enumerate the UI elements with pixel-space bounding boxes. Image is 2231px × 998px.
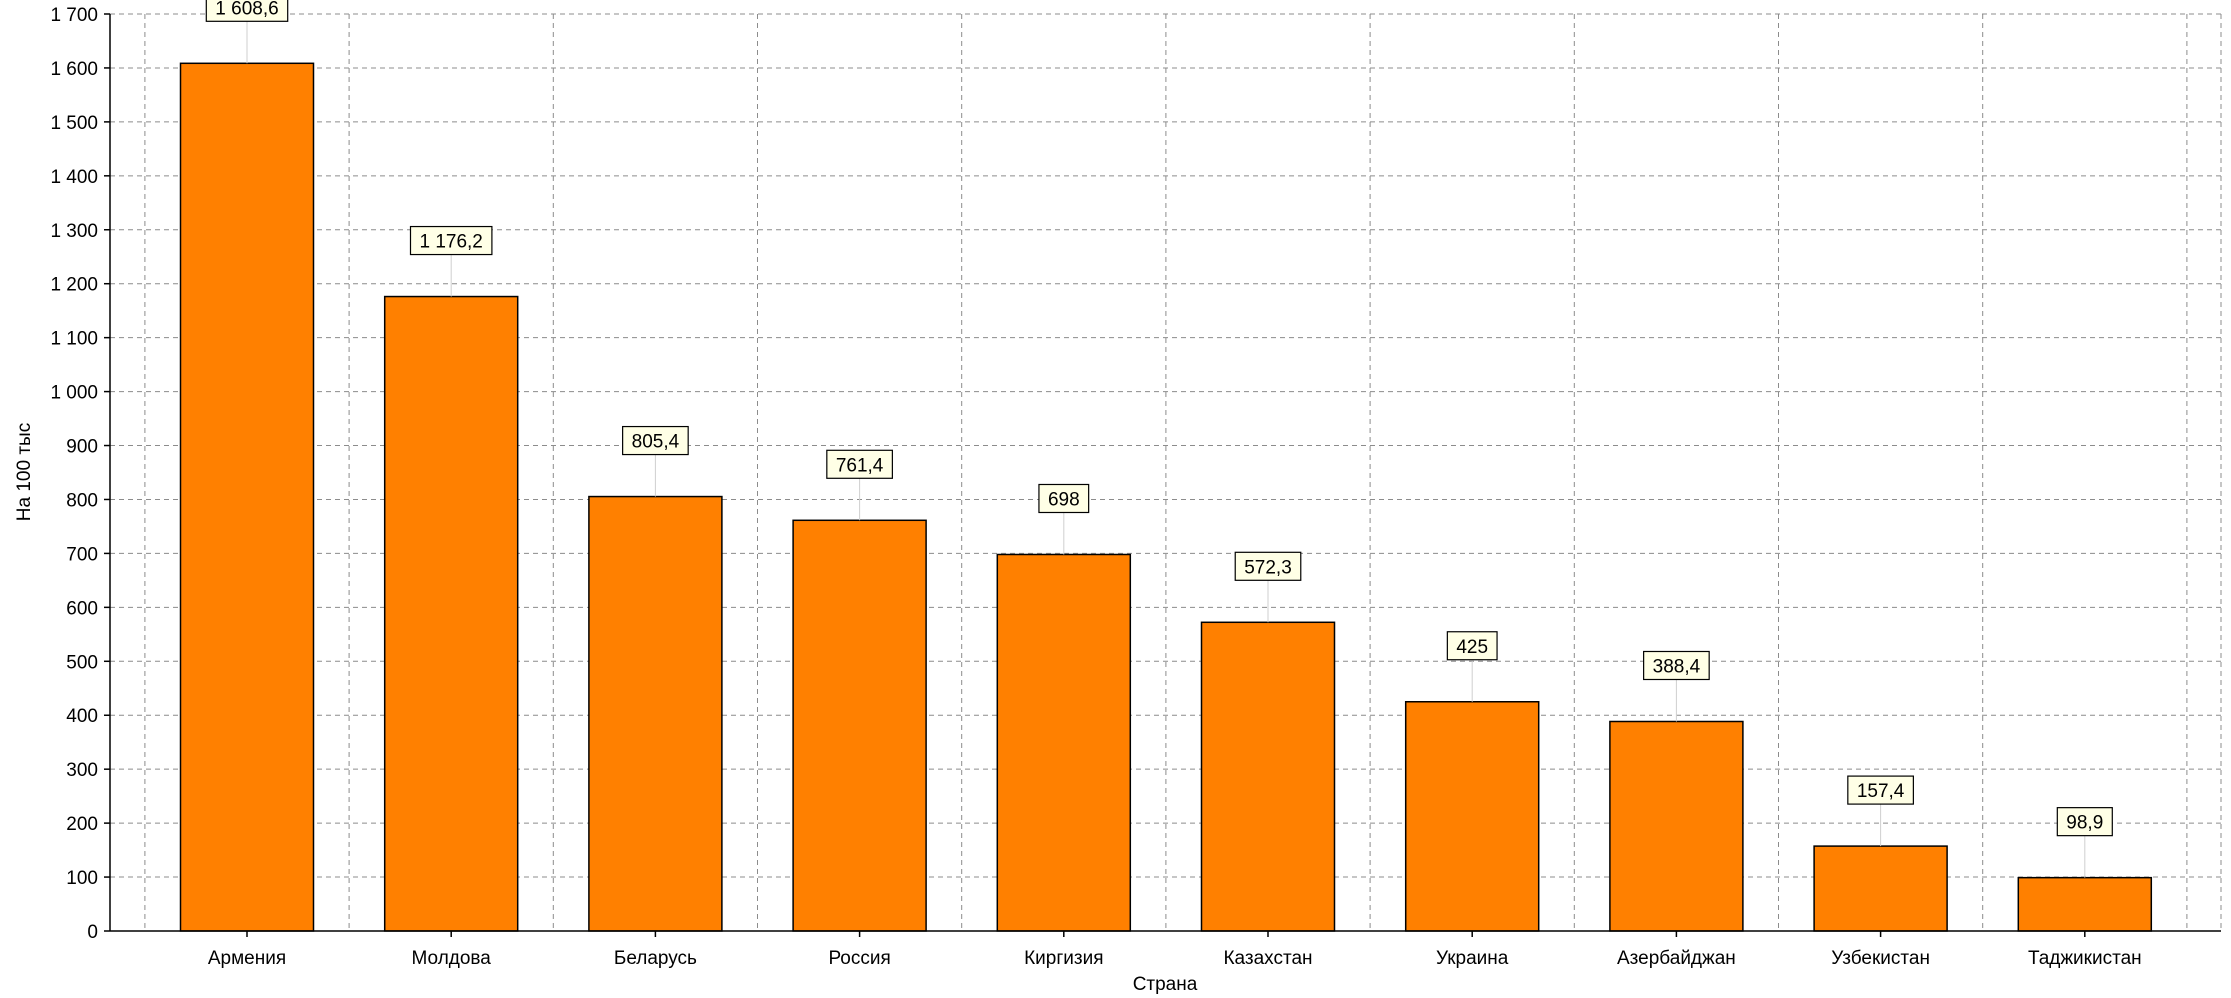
y-tick-label: 1 600	[50, 59, 98, 80]
y-tick-label: 1 700	[50, 5, 98, 26]
x-tick-label: Киргизия	[1024, 948, 1103, 969]
bar	[792, 519, 927, 932]
x-tick-label: Азербайджан	[1617, 948, 1736, 969]
data-label: 572,3	[1244, 557, 1292, 578]
y-axis-title: На 100 тыс	[14, 423, 35, 521]
x-tick-label: Армения	[208, 948, 286, 969]
y-tick-label: 600	[66, 598, 98, 619]
y-tick-label: 1 500	[50, 113, 98, 134]
x-axis-title: Страна	[1133, 974, 1198, 995]
bar	[179, 62, 315, 932]
x-tick-label: Россия	[828, 948, 890, 969]
x-tick-label: Узбекистан	[1831, 948, 1930, 969]
data-label-box	[1847, 775, 1914, 805]
data-label-box	[2056, 807, 2113, 837]
bar	[588, 495, 723, 932]
y-tick-label: 900	[66, 437, 98, 458]
data-label-box	[1446, 631, 1498, 661]
y-tick-label: 700	[66, 544, 98, 565]
data-label: 98,9	[2066, 813, 2103, 834]
y-ticks: 0 100 200 300 400 500 600 700 800 900 1 000 1 100 1 …	[50, 5, 110, 943]
data-label-box	[826, 449, 893, 479]
y-tick-label: 1 000	[50, 383, 98, 404]
bar	[1813, 845, 1948, 932]
bar	[1609, 720, 1744, 932]
data-labels: 1 608,6 1 176,2 805,4 761,4 698 572,3 425 388,4…	[205, 0, 2113, 878]
y-tick-label: 1 300	[50, 221, 98, 242]
bar	[383, 295, 519, 932]
bar	[996, 553, 1132, 932]
y-tick-label: 0	[87, 922, 98, 943]
bar	[1200, 621, 1336, 932]
data-label: 761,4	[836, 455, 884, 476]
x-tick-labels: Армения Молдова Беларусь Россия Киргизия Каза…	[208, 931, 2142, 969]
data-label-box	[409, 225, 493, 256]
bar	[2017, 876, 2153, 932]
bars	[179, 62, 2153, 932]
y-tick-label: 1 100	[50, 329, 98, 350]
data-label: 425	[1456, 637, 1488, 658]
y-tick-label: 400	[66, 706, 98, 727]
y-tick-label: 100	[66, 868, 98, 889]
data-label-box	[1643, 650, 1710, 681]
x-tick-label: Беларусь	[614, 948, 697, 969]
data-label: 388,4	[1653, 656, 1701, 677]
data-label-box	[205, 0, 289, 22]
data-label-box	[622, 425, 689, 456]
y-tick-label: 1 400	[50, 167, 98, 188]
data-label: 1 176,2	[419, 232, 482, 253]
bar	[1404, 701, 1540, 932]
x-tick-label: Украина	[1436, 948, 1509, 969]
data-label-box	[1234, 551, 1302, 581]
y-tick-label: 1 200	[50, 275, 98, 296]
y-tick-label: 500	[66, 652, 98, 673]
x-tick-label: Таджикистан	[2028, 948, 2142, 969]
y-tick-label: 200	[66, 814, 98, 835]
x-tick-label: Молдова	[412, 948, 492, 969]
data-label: 1 608,6	[215, 0, 278, 19]
data-label: 157,4	[1857, 781, 1905, 802]
y-tick-label: 800	[66, 490, 98, 511]
y-tick-label: 300	[66, 760, 98, 781]
x-tick-label: Казахстан	[1223, 948, 1312, 969]
axes	[109, 14, 2221, 932]
data-label-box	[1038, 483, 1090, 514]
data-label: 805,4	[632, 432, 680, 453]
data-label: 698	[1048, 489, 1080, 510]
